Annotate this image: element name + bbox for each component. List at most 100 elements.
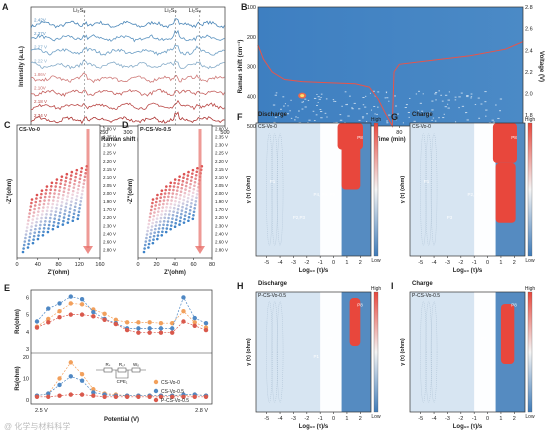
panel-d-point [169,227,172,231]
panel-b-speckle [444,94,448,96]
panel-c-point [48,220,51,223]
panel-i-xtick-label: -2 [458,416,463,422]
panel-d-point [161,227,165,230]
panel-c-point [81,186,85,189]
panel-b-speckle [282,96,285,98]
panel-c-point [70,196,74,200]
panel-d-point [179,216,183,219]
panel-c-point [83,179,86,182]
panel-d-point [175,192,178,196]
panel-c-point [77,184,81,188]
panel-i-xlabel: Log₁₀ (τ)/s [453,424,483,430]
panel-c-point [73,208,76,212]
panel-b-speckle [358,119,361,121]
panel-d-point [178,223,181,226]
panel-c-legend-label: 2.30 V [103,143,116,148]
panel-e-rs-point [79,392,85,397]
panel-b-speckle [377,91,380,93]
panel-b-speckle [365,95,367,97]
panel-d-xtick-label: 0 [136,262,139,268]
panel-b-speckle [287,105,289,107]
panel-b-speckle [431,119,433,121]
panel-b-speckle [465,112,468,114]
panel-b-speckle [312,110,315,112]
panel-b-speckle [470,96,473,98]
panel-d-point [164,213,167,216]
panel-c-point [53,188,57,192]
panel-c-point [33,204,37,207]
panel-a-series-label: 2.22 V [34,58,47,63]
panel-c-point [63,209,67,212]
panel-c-point [67,217,70,221]
panel-g-peak-label: P2, P6 [468,192,482,197]
panel-b-speckle [280,108,282,110]
panel-e-ro-point [102,311,107,316]
panel-c-point [49,188,53,192]
panel-d-legend-label: 1.70 V [215,207,228,212]
panel-g-band-mid [474,123,496,256]
panel-b-speckle [404,107,407,109]
panel-d-point [156,213,159,217]
panel-b-speckle [339,119,343,121]
panel-d-point [187,215,191,219]
panel-c-point [75,194,79,198]
panel-f-contour [266,133,273,246]
panel-f-subtitle: CS-Vo-0 [258,124,277,130]
panel-d-point [169,206,172,209]
panel-b-speckle [497,117,500,119]
panel-c-point [73,205,77,209]
panel-letter-h: H [237,281,244,291]
panel-c-point [32,214,35,218]
panel-b-speckle [315,114,318,116]
panel-g-title: Charge [412,112,433,118]
panel-c-point [65,172,69,176]
panel-d-point [177,204,180,208]
panel-c-point [37,206,41,210]
panel-d-legend-label: 2.80 V [215,247,228,252]
panel-e-ro-point [203,327,209,333]
panel-a-series-label: 2.27 V [34,45,47,50]
panel-i-xtick-label: 0 [486,416,489,422]
panel-e-rs-point [181,394,186,399]
panel-a-series-5 [30,88,225,97]
panel-c-point [25,226,29,229]
panel-d-point [148,235,152,239]
panel-c-point [51,202,54,206]
panel-b-speckle [278,114,281,116]
panel-d-point [155,217,159,220]
panel-a-series-0 [30,18,225,29]
panel-h-subtitle: P-CS-Vo-0.5 [258,293,286,299]
panel-d-point [152,214,156,218]
panel-c-point [43,223,47,227]
panel-b-speckle [302,100,304,102]
panel-h-ylabel: γ (τ) (ohm) [246,338,252,366]
panel-i-xtick-label: 2 [513,416,516,422]
panel-b-ytick-label: 200 [247,35,256,41]
panel-e-rs-line-0 [36,361,207,397]
panel-d-point [149,208,153,212]
panel-b-speckle [470,97,472,99]
panel-a-series-7 [30,111,225,125]
panel-c-point [68,181,72,184]
panel-c-point [35,197,38,200]
panel-b-speckle [443,113,445,115]
panel-b-speckle [466,96,469,98]
panel-d-legend-label: 2.30 V [215,223,228,228]
panel-c-point [50,185,53,188]
panel-d-point [191,168,195,172]
panel-c-point [28,235,32,239]
panel-b-frame [257,6,524,127]
panel-d-point [154,204,157,207]
panel-d-point [193,207,196,210]
panel-b-speckle [402,122,404,124]
panel-c-point [32,211,36,214]
panel-c-point [72,186,76,189]
panel-c-point [83,175,87,179]
panel-e-rs-point [68,392,74,397]
panel-c-point [50,209,53,213]
panel-e-top-ytick: 4 [26,330,29,336]
panel-b-speckle [429,112,432,114]
panel-i-xtick-label: -5 [418,416,423,422]
panel-g-xtick-label: 1 [499,260,502,266]
panel-c-point [38,199,42,203]
